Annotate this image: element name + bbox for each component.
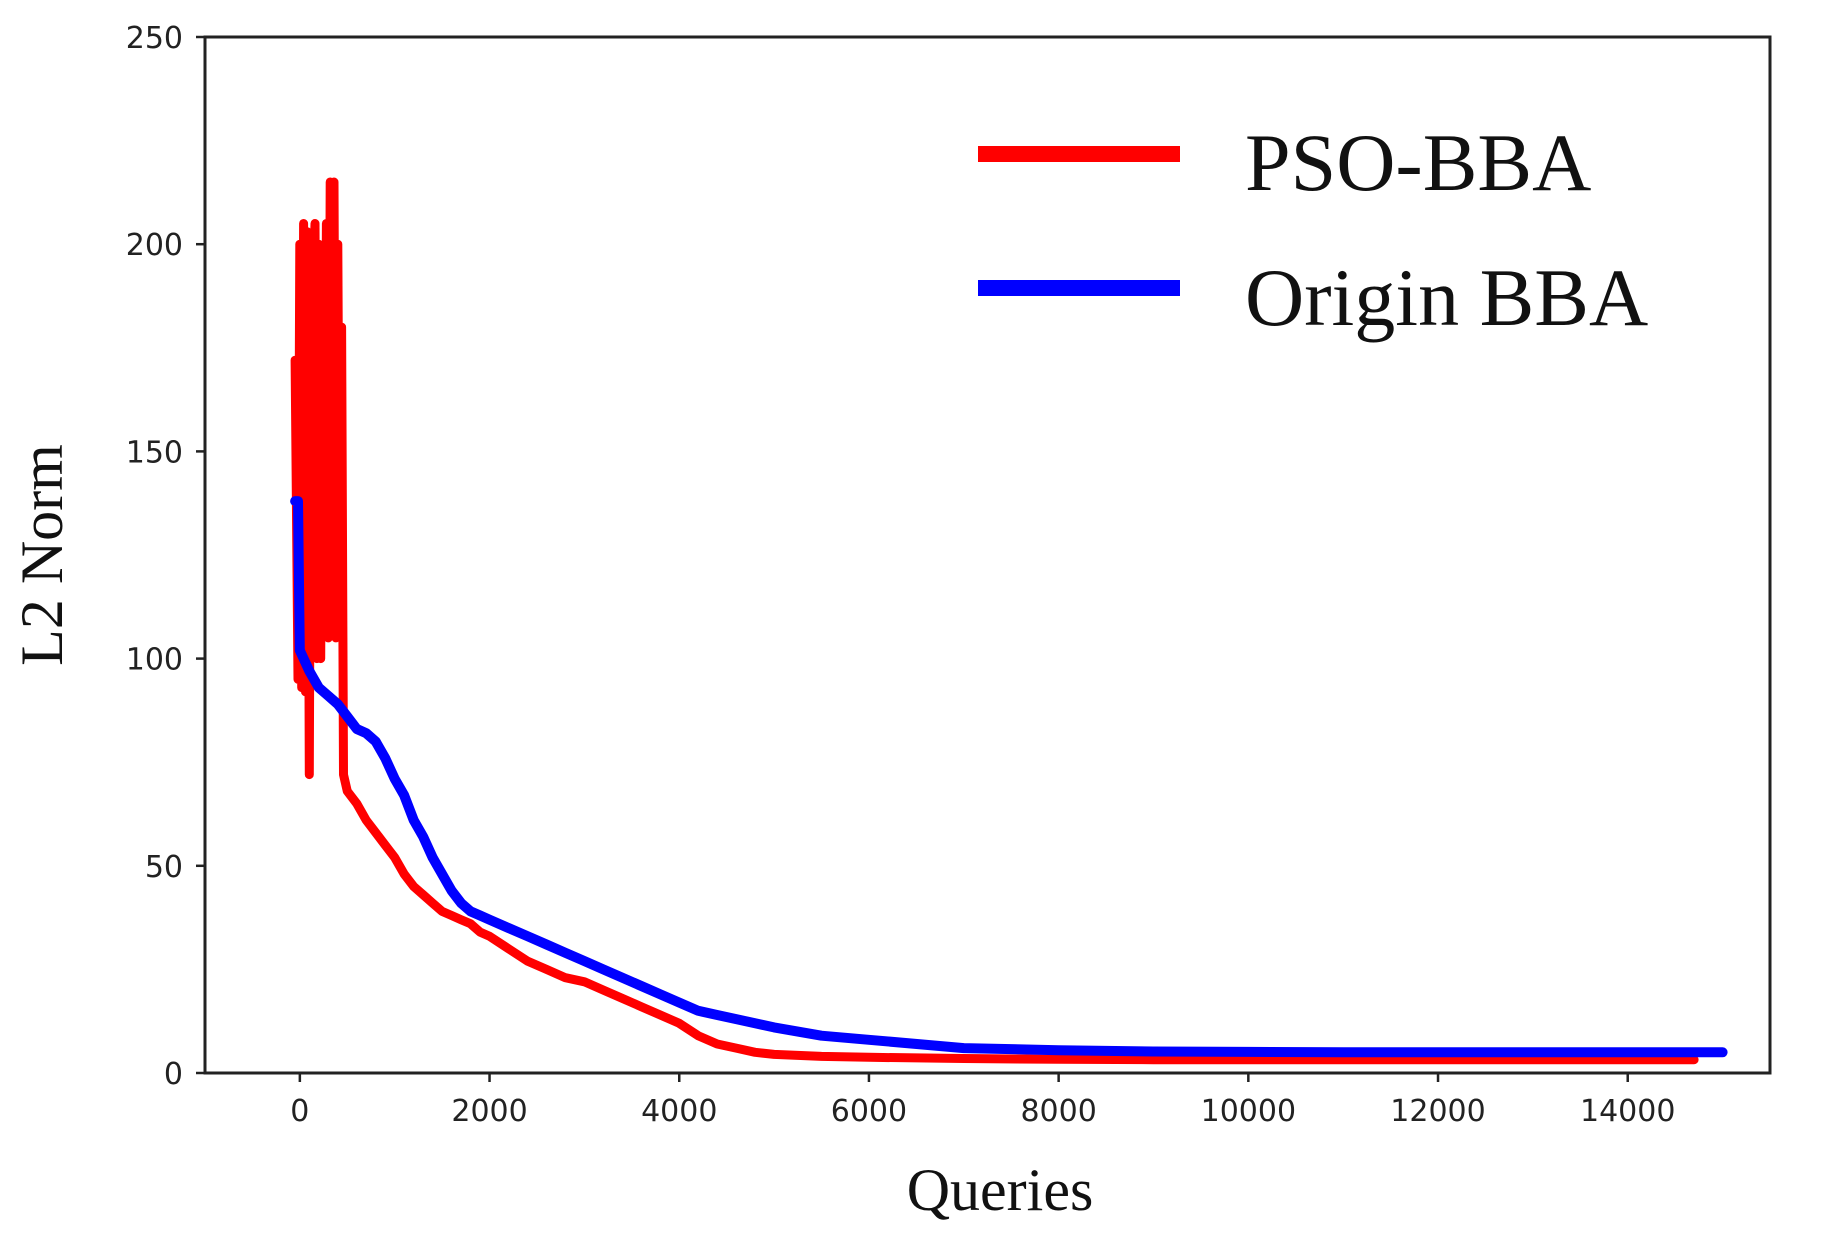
x-tick-label: 12000 — [1390, 1094, 1485, 1129]
x-tick-label: 14000 — [1580, 1094, 1675, 1129]
y-tick-label: 250 — [126, 21, 183, 56]
ticks-layer: 0 2000 4000 6000 8000 10000 12000 14000 0 50 100 15… — [126, 21, 1676, 1129]
series-line-pso-bba — [290, 177, 1699, 1065]
y-tick-label: 0 — [164, 1057, 183, 1092]
y-tick-label: 200 — [126, 228, 183, 263]
x-tick-label: 10000 — [1201, 1094, 1296, 1129]
plot-frame — [203, 35, 1772, 1075]
legend-label-origin-bba: Origin BBA — [1245, 252, 1648, 343]
y-tick-label: 150 — [126, 435, 183, 470]
x-tick-label: 6000 — [831, 1094, 907, 1129]
x-tick-label: 8000 — [1020, 1094, 1096, 1129]
legend: PSO-BBA Origin BBA — [978, 117, 1648, 343]
x-tick-label: 2000 — [451, 1094, 527, 1129]
y-tick-label: 50 — [145, 850, 183, 885]
y-axis-title: L2 Norm — [9, 444, 75, 666]
legend-label-pso-bba: PSO-BBA — [1245, 117, 1591, 208]
x-axis-title: Queries — [907, 1157, 1094, 1223]
x-tick-label: 0 — [290, 1094, 309, 1129]
x-tick-label: 4000 — [641, 1094, 717, 1129]
series-layer — [290, 177, 1728, 1065]
y-tick-label: 100 — [126, 643, 183, 678]
series-line-origin-bba — [290, 496, 1728, 1058]
